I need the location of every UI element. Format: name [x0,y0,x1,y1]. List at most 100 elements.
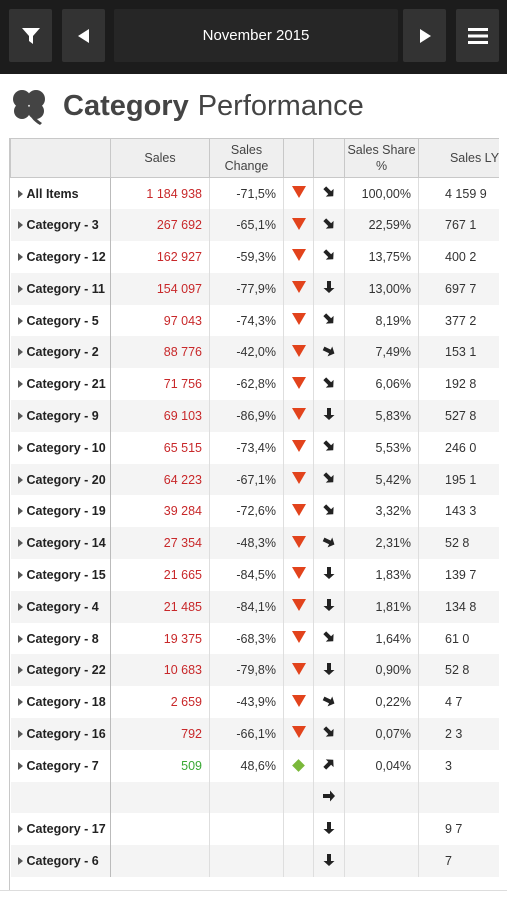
expand-icon[interactable] [17,221,23,230]
expand-icon[interactable] [17,570,23,579]
table-row[interactable]: Category - 18 2 659 -43,9% 0,22% 4 7 [10,686,499,719]
column-header-category[interactable] [10,138,111,178]
trend-arrow-down-icon [323,821,335,834]
expand-icon[interactable] [17,189,23,198]
table-row[interactable]: Category - 8 19 375 -68,3% 1,64% 61 0 [10,622,499,655]
trend-arrow-down-right-icon [323,218,334,229]
table-row[interactable]: Category - 6 7 [10,845,499,878]
table-row[interactable]: Category - 19 39 284 -72,6% 3,32% 143 3 [10,495,499,528]
table-row[interactable]: Category - 22 10 683 -79,8% 0,90% 52 8 [10,654,499,687]
table-row[interactable]: Category - 3 267 692 -65,1% 22,59% 767 1 [10,209,499,242]
expand-icon[interactable] [17,348,23,357]
table-row[interactable]: Category - 9 69 103 -86,9% 5,83% 527 8 [10,400,499,432]
expand-icon[interactable] [17,698,23,707]
row-category-name[interactable]: Category - 6 [10,845,111,878]
expand-icon[interactable] [17,825,23,834]
row-category-name[interactable]: Category - 11 [10,272,111,305]
row-category-name[interactable]: Category - 5 [10,304,111,337]
trend-arrow-cell [313,368,345,401]
table-row[interactable]: Category - 7 509 48,6% 0,04% 3 [10,749,499,782]
row-category-name[interactable]: Category - 14 [10,527,111,560]
row-category-name[interactable] [10,781,111,814]
row-category-name[interactable]: Category - 4 [10,590,111,623]
row-category-name[interactable]: Category - 2 [10,336,111,369]
expand-icon[interactable] [17,507,23,516]
row-category-name[interactable]: Category - 8 [10,622,111,655]
trend-arrow-cell [313,622,345,655]
sales-value: 154 097 [110,272,210,305]
expand-icon[interactable] [17,284,23,293]
row-category-name[interactable]: Category - 16 [10,718,111,750]
expand-icon[interactable] [17,666,23,675]
period-title[interactable]: November 2015 [114,9,398,62]
table-row[interactable]: Category - 12 162 927 -59,3% 13,75% 400 2 [10,241,499,273]
row-category-name[interactable]: Category - 7 [10,749,111,782]
expand-icon[interactable] [17,539,23,548]
table-row[interactable]: Category - 14 27 354 -48,3% 2,31% 52 8 [10,527,499,560]
green-diamond-icon [292,758,305,772]
sales-ly-value: 52 8 [418,654,499,687]
table-row[interactable]: Category - 21 71 756 -62,8% 6,06% 192 8 [10,368,499,401]
expand-icon[interactable] [17,761,23,770]
table-row[interactable]: All Items 1 184 938 -71,5% 100,00% 4 159 9 [10,177,499,210]
previous-period-button[interactable] [62,9,105,62]
sales-value: 39 284 [110,495,210,528]
row-category-name[interactable]: Category - 10 [10,431,111,464]
table-row[interactable]: Category - 11 154 097 -77,9% 13,00% 697 7 [10,272,499,305]
expand-icon[interactable] [17,602,23,611]
sales-share-value: 8,19% [344,304,419,337]
trend-arrow-cell [313,272,345,305]
column-header-sales[interactable]: Sales [110,138,210,178]
expand-icon[interactable] [17,729,23,738]
row-category-name[interactable]: Category - 12 [10,241,111,273]
row-category-name[interactable]: Category - 15 [10,559,111,591]
row-category-name[interactable]: Category - 9 [10,400,111,432]
table-row[interactable]: Category - 20 64 223 -67,1% 5,42% 195 1 [10,463,499,496]
table-row[interactable]: Category - 16 792 -66,1% 0,07% 2 3 [10,718,499,750]
expand-icon[interactable] [17,634,23,643]
expand-icon[interactable] [17,316,23,325]
expand-icon[interactable] [17,475,23,484]
next-period-button[interactable] [403,9,446,62]
menu-button[interactable] [456,9,499,62]
status-indicator-cell [283,686,314,719]
table-row[interactable]: Category - 10 65 515 -73,4% 5,53% 246 0 [10,431,499,464]
category-performance-grid[interactable]: Sales Sales Change Sales Share % Sales L… [9,138,499,890]
trend-arrow-cell [313,845,345,878]
table-row[interactable] [10,781,499,814]
expand-icon[interactable] [17,443,23,452]
category-label: Category - 12 [26,249,106,264]
table-row[interactable]: Category - 5 97 043 -74,3% 8,19% 377 2 [10,304,499,337]
expand-icon[interactable] [17,857,23,866]
expand-icon[interactable] [17,411,23,420]
table-row[interactable]: Category - 2 88 776 -42,0% 7,49% 153 1 [10,336,499,369]
sales-change-value: -86,9% [209,400,284,432]
column-header-indicator[interactable] [283,138,314,178]
trend-arrow-cell [313,654,345,687]
sales-share-value: 7,49% [344,336,419,369]
row-category-name[interactable]: Category - 3 [10,209,111,242]
row-category-name[interactable]: All Items [10,177,111,210]
expand-icon[interactable] [17,380,23,389]
row-category-name[interactable]: Category - 21 [10,368,111,401]
row-category-name[interactable]: Category - 18 [10,686,111,719]
row-category-name[interactable]: Category - 22 [10,654,111,687]
row-category-name[interactable]: Category - 20 [10,463,111,496]
row-category-name[interactable]: Category - 17 [10,813,111,846]
table-row[interactable]: Category - 15 21 665 -84,5% 1,83% 139 7 [10,559,499,591]
column-header-trend[interactable] [313,138,345,178]
sales-ly-value: 134 8 [418,590,499,623]
column-header-sales-change[interactable]: Sales Change [209,138,284,178]
table-row[interactable]: Category - 17 9 7 [10,813,499,846]
trend-arrow-down-right-icon [323,186,334,197]
category-label: Category - 18 [26,695,106,710]
expand-icon[interactable] [17,252,23,261]
table-row[interactable]: Category - 4 21 485 -84,1% 1,81% 134 8 [10,590,499,623]
trend-arrow-right-down-icon [322,537,335,548]
column-header-sales-ly[interactable]: Sales LY [418,138,499,178]
column-header-sales-share[interactable]: Sales Share % [344,138,419,178]
page-title-bold: Category [63,89,189,122]
filter-button[interactable] [9,9,52,62]
red-triangle-down-icon [291,631,306,644]
row-category-name[interactable]: Category - 19 [10,495,111,528]
